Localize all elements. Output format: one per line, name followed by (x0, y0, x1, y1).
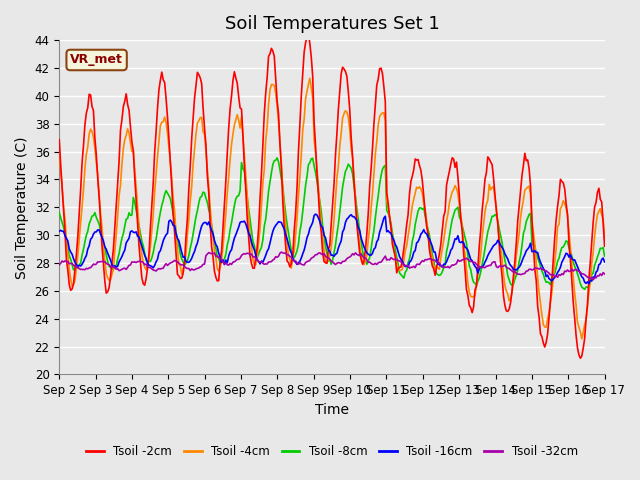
Title: Soil Temperatures Set 1: Soil Temperatures Set 1 (225, 15, 439, 33)
Legend: Tsoil -2cm, Tsoil -4cm, Tsoil -8cm, Tsoil -16cm, Tsoil -32cm: Tsoil -2cm, Tsoil -4cm, Tsoil -8cm, Tsoi… (81, 441, 582, 463)
Y-axis label: Soil Temperature (C): Soil Temperature (C) (15, 136, 29, 278)
X-axis label: Time: Time (315, 403, 349, 417)
Text: VR_met: VR_met (70, 53, 123, 67)
